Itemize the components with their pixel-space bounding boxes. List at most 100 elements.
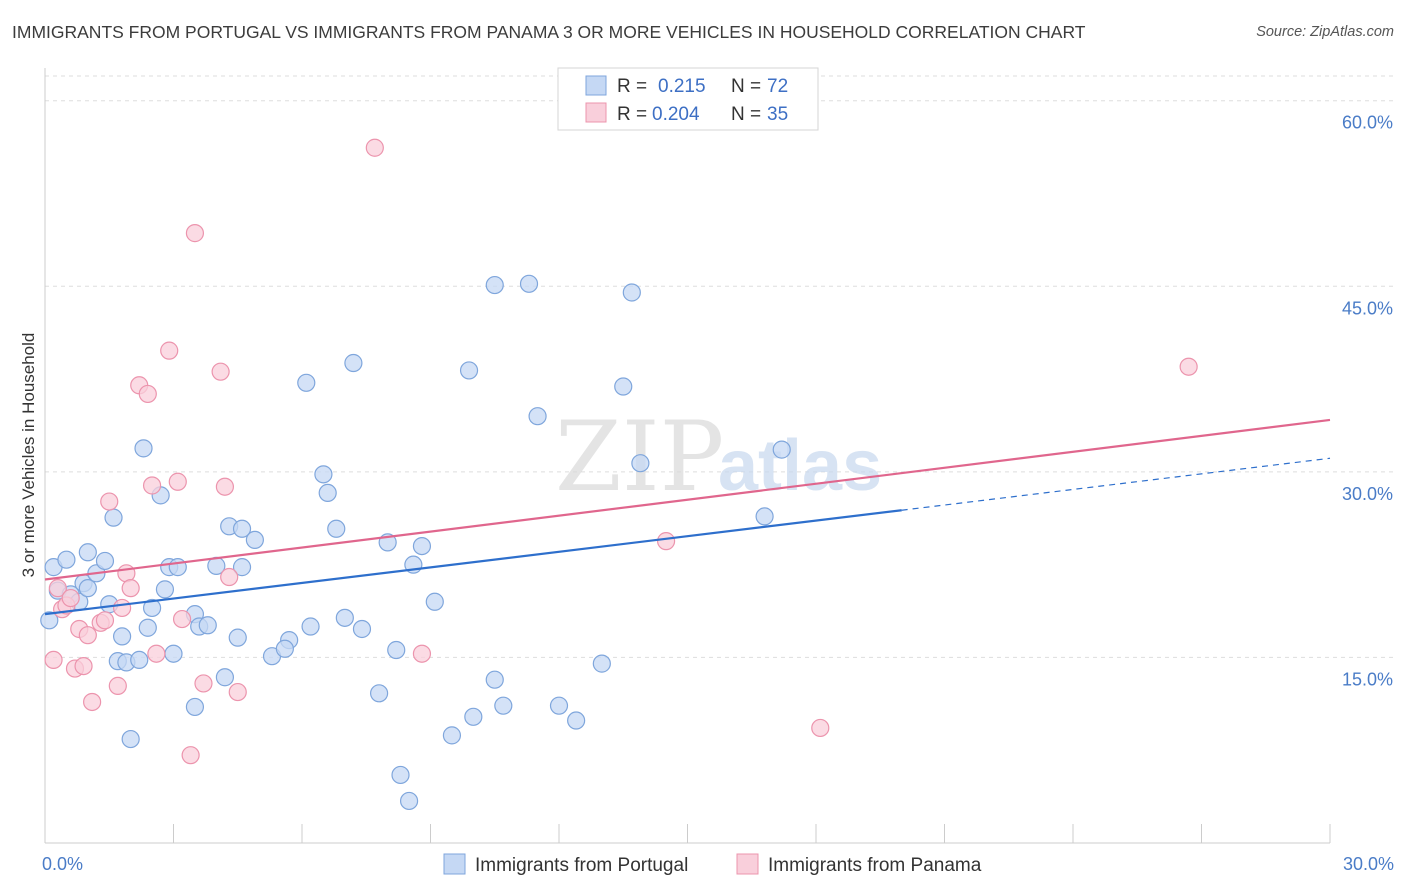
point-portugal [464, 707, 483, 726]
point-portugal [104, 508, 123, 527]
point-portugal [78, 579, 97, 598]
legend-r-value-portugal: 0.215 [658, 76, 706, 97]
point-panama [194, 674, 213, 693]
point-portugal [485, 275, 504, 295]
series-portugal-points [40, 274, 791, 811]
legend-swatch-portugal [585, 75, 607, 96]
point-panama [95, 611, 115, 630]
point-portugal [275, 639, 294, 658]
x-tick-label: 30.0% [1343, 854, 1394, 874]
point-portugal [528, 407, 547, 426]
bottom-legend-label-portugal: Immigrants from Portugal [475, 855, 688, 876]
point-portugal [614, 377, 633, 396]
point-portugal [142, 598, 162, 618]
point-portugal [121, 729, 140, 749]
trend-line-panama [44, 418, 1331, 581]
point-panama [121, 579, 140, 598]
point-portugal [425, 592, 444, 611]
point-portugal [549, 696, 569, 715]
point-portugal [185, 697, 205, 717]
point-panama [61, 588, 80, 608]
legend-r-label-panama: R = [617, 104, 647, 125]
point-panama [83, 692, 102, 712]
point-panama [100, 492, 119, 511]
point-portugal [772, 440, 791, 459]
point-panama [147, 644, 166, 663]
point-panama [1179, 357, 1198, 376]
point-portugal [232, 558, 252, 577]
point-portugal [335, 608, 354, 627]
legend: R = 0.215 N = 72 R = 0.204 N = 35 [557, 67, 819, 131]
source-label: Source: ZipAtlas.com [1256, 24, 1394, 40]
point-panama [160, 341, 179, 360]
y-tick-labels: 15.0% 30.0% 45.0% 60.0% [1342, 113, 1393, 690]
point-portugal [318, 483, 337, 503]
bottom-legend-swatch-panama [736, 853, 759, 875]
point-portugal [112, 627, 132, 646]
x-tick-labels: 0.0% 30.0% [42, 854, 1394, 874]
point-panama [78, 626, 97, 645]
point-panama [44, 650, 63, 670]
point-portugal [391, 765, 410, 785]
point-portugal [198, 616, 217, 635]
y-tick-label: 15.0% [1342, 669, 1393, 689]
point-panama [365, 138, 384, 157]
legend-r-label-portugal: R = [617, 76, 647, 97]
point-portugal [344, 353, 363, 373]
point-portugal [134, 439, 153, 458]
point-portugal [232, 519, 252, 538]
point-panama [74, 656, 93, 676]
point-portugal [442, 726, 462, 745]
trend-line-portugal [44, 509, 902, 616]
bottom-legend-label-panama: Immigrants from Panama [768, 855, 982, 876]
point-portugal [57, 550, 76, 569]
point-panama [220, 567, 239, 587]
point-portugal [399, 791, 419, 811]
legend-n-label-panama: N = [731, 104, 761, 125]
point-portugal [622, 283, 641, 302]
point-panama [172, 609, 192, 629]
bottom-legend-swatch-portugal [443, 853, 466, 875]
axes [44, 68, 1331, 844]
point-portugal [755, 507, 774, 526]
chart-title: IMMIGRANTS FROM PORTUGAL VS IMMIGRANTS F… [12, 22, 1086, 42]
point-portugal [387, 640, 406, 660]
legend-swatch-panama [585, 102, 607, 123]
point-panama [211, 362, 230, 381]
point-portugal [314, 465, 333, 484]
point-portugal [370, 684, 389, 703]
legend-n-label-portugal: N = [731, 76, 761, 97]
point-panama [215, 477, 234, 496]
legend-n-value-panama: 35 [767, 104, 788, 125]
watermark-atlas: atlas [718, 426, 882, 506]
y-tick-label: 60.0% [1342, 113, 1393, 133]
point-portugal [631, 454, 650, 473]
point-portugal [459, 361, 479, 380]
point-portugal [215, 668, 234, 687]
x-tick-label: 0.0% [42, 854, 83, 874]
point-portugal [130, 650, 149, 670]
point-portugal [567, 711, 586, 730]
y-axis-title: 3 or more Vehicles in Household [19, 333, 38, 578]
point-panama [142, 476, 162, 495]
point-panama [656, 532, 676, 551]
point-panama [185, 224, 205, 243]
legend-n-value-portugal: 72 [767, 76, 788, 97]
point-portugal [95, 551, 115, 571]
point-portugal [352, 619, 372, 639]
point-portugal [40, 611, 59, 630]
point-panama [181, 746, 200, 765]
point-panama [228, 682, 247, 702]
point-portugal [228, 628, 247, 647]
trend-line-portugal-extension [901, 457, 1331, 511]
point-panama [48, 579, 67, 598]
point-portugal [155, 580, 175, 599]
watermark: ZIP atlas [555, 401, 882, 513]
point-portugal [245, 530, 264, 550]
point-panama [412, 644, 432, 663]
point-panama [811, 718, 830, 738]
point-portugal [297, 373, 316, 392]
point-portugal [485, 670, 504, 689]
point-portugal [164, 644, 183, 663]
